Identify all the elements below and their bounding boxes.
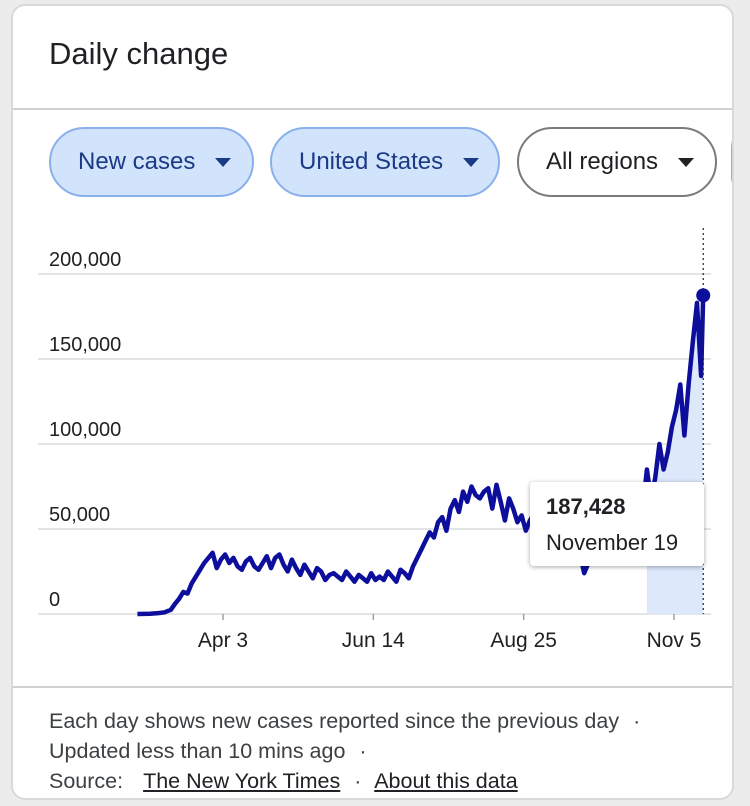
daily-change-chart[interactable]: 0 50,000 100,000 150,000 200,000 Apr 3 Jun 14 A… <box>13 6 734 686</box>
y-tick-label: 200,000 <box>49 249 121 271</box>
chip-label: United States <box>299 148 444 175</box>
x-tick-label: Jun 14 <box>342 629 405 652</box>
x-tick-label: Nov 5 <box>647 629 702 652</box>
metric-filter-new-cases[interactable]: New cases <box>49 127 254 197</box>
chip-label: All regions <box>546 148 659 175</box>
footer-description: Each day shows new cases reported since … <box>49 709 620 733</box>
footer-line-3: Source: The New York Times · About this … <box>49 766 648 796</box>
y-tick-label: 100,000 <box>49 419 121 441</box>
y-tick-label: 50,000 <box>49 504 110 526</box>
tooltip-date: November 19 <box>546 530 679 555</box>
footer-updated: Updated less than 10 mins ago <box>49 739 346 763</box>
footer-line-1: Each day shows new cases reported since … <box>49 706 648 736</box>
y-tick-label: 0 <box>49 589 60 611</box>
tooltip-value: 187,428 <box>546 494 626 519</box>
region-filter-all-regions[interactable]: All regions <box>517 127 717 197</box>
chip-label: New cases <box>78 148 196 175</box>
highlight-point[interactable] <box>696 288 711 303</box>
chart-tooltip: 187,428 November 19 <box>530 482 704 566</box>
separator-dot: · <box>633 709 641 733</box>
footer-line-2: Updated less than 10 mins ago · <box>49 736 648 766</box>
separator-dot: · <box>359 739 367 763</box>
y-tick-label: 150,000 <box>49 334 121 356</box>
source-label: Source: <box>49 769 124 793</box>
header-divider <box>13 108 732 110</box>
separator-dot: · <box>354 769 362 793</box>
x-tick-label: Apr 3 <box>198 629 248 652</box>
about-data-link[interactable]: About this data <box>374 769 518 793</box>
daily-change-card: Daily change New cases United States All… <box>11 4 734 800</box>
chevron-down-icon <box>215 157 232 167</box>
chevron-down-icon <box>678 157 695 167</box>
card-title: Daily change <box>49 36 229 71</box>
chevron-down-icon <box>463 157 480 167</box>
x-tick-label: Aug 25 <box>490 629 557 652</box>
source-link[interactable]: The New York Times <box>143 769 341 793</box>
footer-divider <box>13 686 732 688</box>
chart-footer: Each day shows new cases reported since … <box>49 706 648 796</box>
series-line-new-cases <box>137 295 706 617</box>
location-filter-united-states[interactable]: United States <box>270 127 500 197</box>
